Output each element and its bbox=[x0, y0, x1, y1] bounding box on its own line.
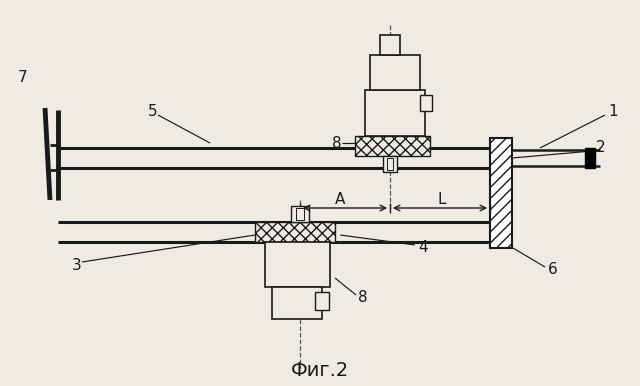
Text: 3: 3 bbox=[72, 257, 82, 273]
Text: 1: 1 bbox=[608, 105, 618, 120]
Text: 8: 8 bbox=[332, 135, 342, 151]
Bar bbox=[255, 222, 335, 242]
Text: 5: 5 bbox=[148, 105, 157, 120]
Bar bbox=[490, 138, 512, 248]
Text: 2: 2 bbox=[596, 141, 605, 156]
Bar bbox=[265, 242, 330, 287]
Bar bbox=[383, 156, 397, 172]
Bar bbox=[370, 55, 420, 90]
Bar bbox=[380, 35, 400, 55]
Bar bbox=[585, 148, 595, 168]
Bar bbox=[291, 206, 309, 222]
Bar bbox=[315, 292, 329, 310]
Bar bbox=[272, 287, 322, 319]
Text: 4: 4 bbox=[418, 240, 428, 256]
Bar bbox=[365, 90, 425, 136]
Bar bbox=[296, 208, 304, 220]
Text: 6: 6 bbox=[548, 262, 557, 278]
Bar bbox=[355, 136, 430, 156]
Text: 7: 7 bbox=[18, 71, 28, 86]
Bar bbox=[387, 158, 393, 170]
Text: A: A bbox=[335, 191, 345, 207]
Text: Фиг.2: Фиг.2 bbox=[291, 361, 349, 379]
Text: L: L bbox=[438, 191, 446, 207]
Bar bbox=[420, 95, 432, 111]
Text: 8: 8 bbox=[358, 291, 367, 305]
